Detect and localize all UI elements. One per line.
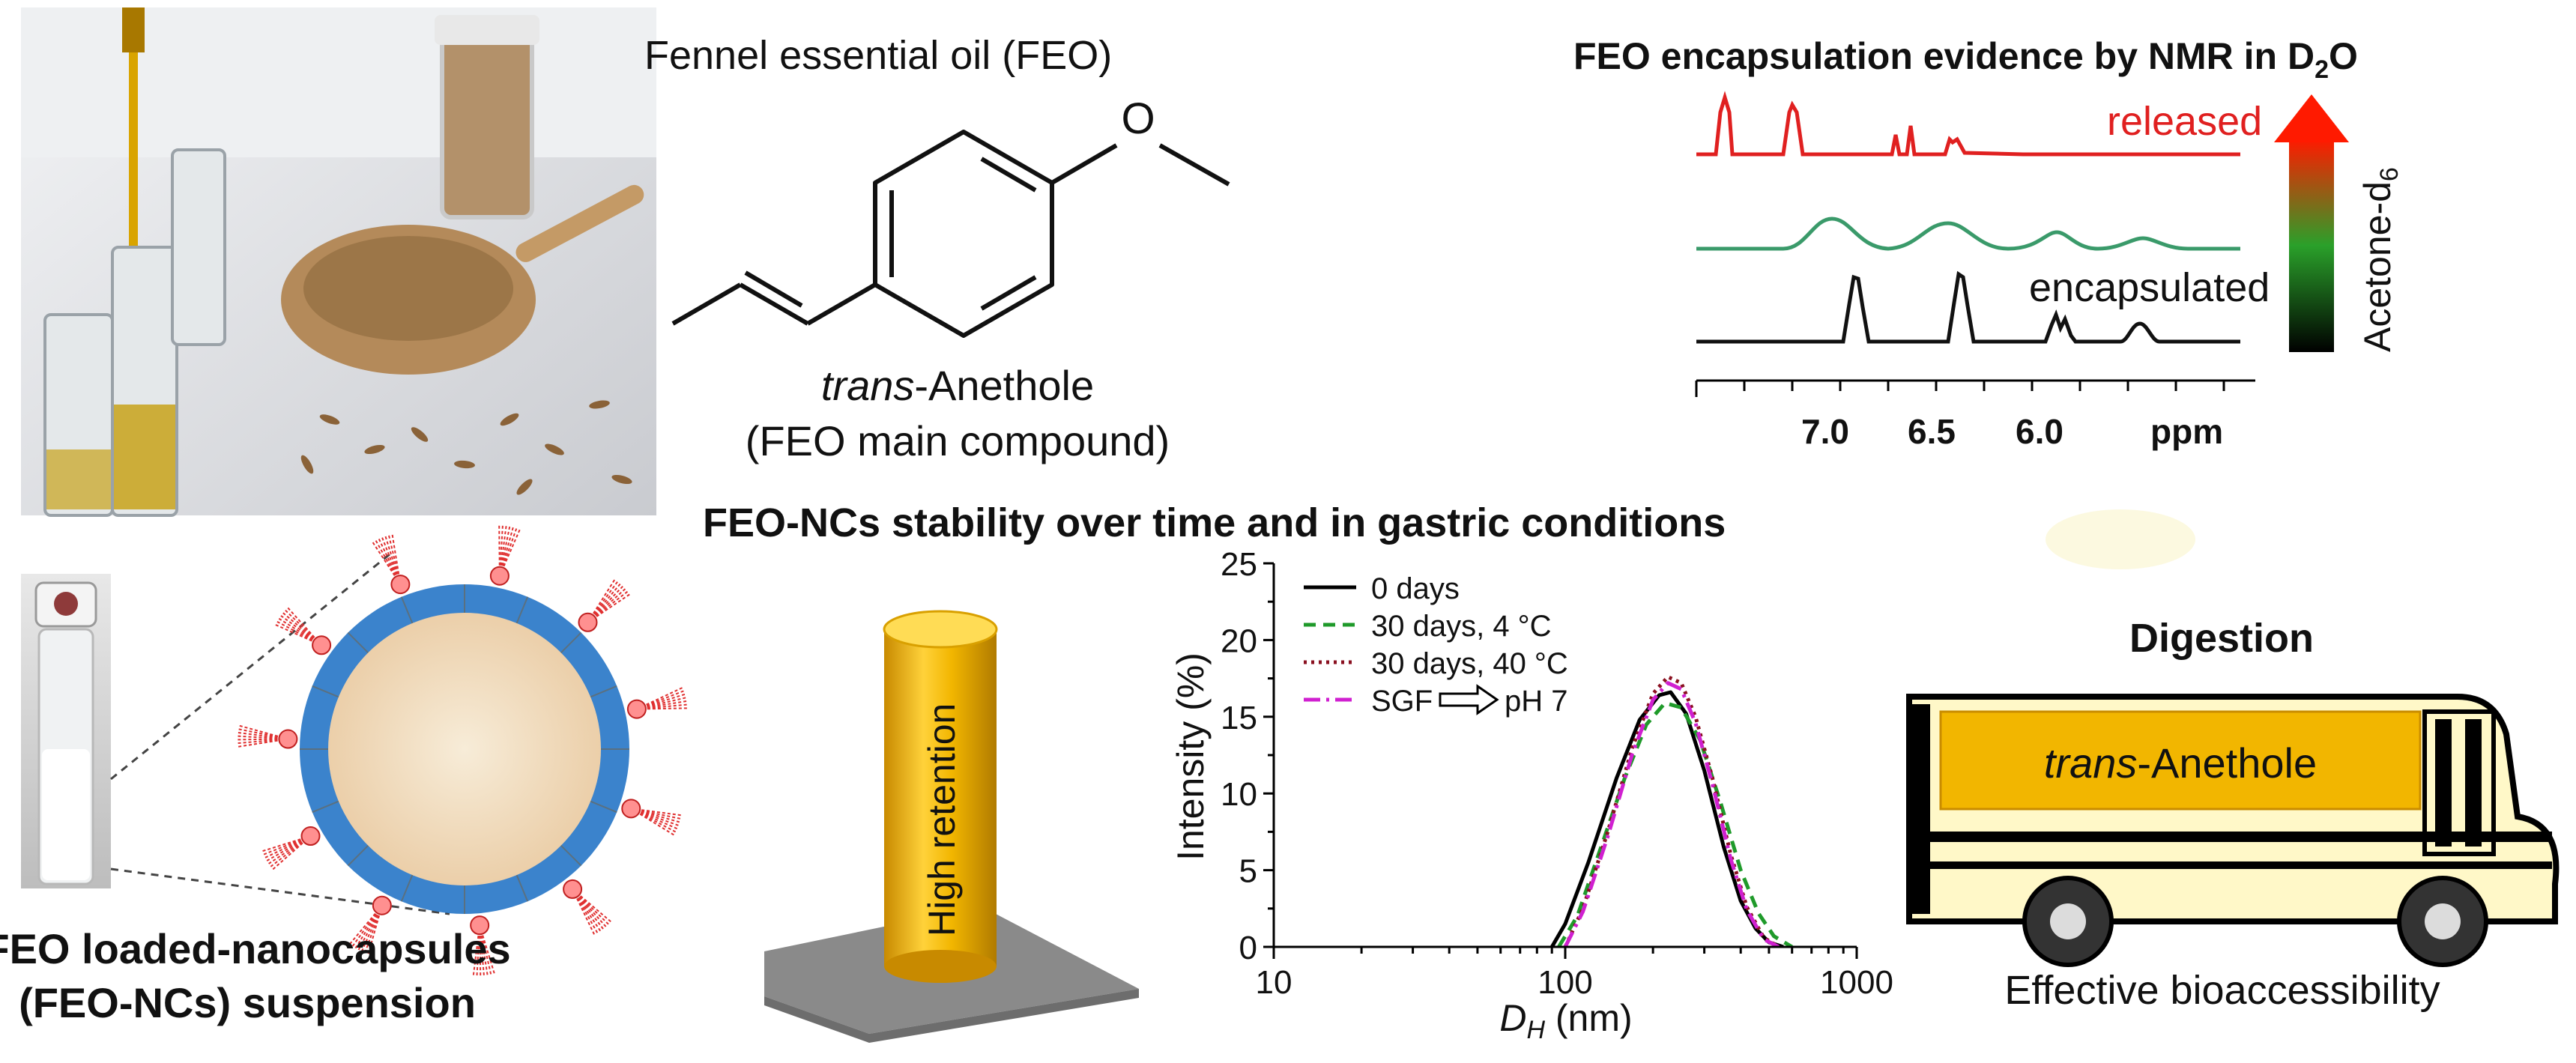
acetone-gradient-arrow (2289, 139, 2334, 352)
x-tick-label: 100 (1538, 964, 1592, 1001)
encapsulated-label: encapsulated (2029, 265, 2270, 310)
ligand (621, 799, 683, 837)
y-tick-label: 5 (1239, 853, 1257, 890)
fennel-oil-title: Fennel essential oil (FEO) (644, 33, 1112, 78)
zoom-dashed-lines (110, 553, 450, 915)
legend-label: SGF (1371, 685, 1433, 718)
ligand (563, 879, 614, 937)
ligand (470, 915, 496, 978)
school-bus (1906, 694, 2560, 967)
legend-label: 30 days, 4 °C (1371, 610, 1552, 643)
anethole-name: trans-Anethole (821, 362, 1094, 409)
shell-segments (300, 584, 629, 914)
nmr-title: FEO encapsulation evidence by NMR in D2O (1573, 35, 2358, 84)
retention-cylinder: High retention (764, 610, 1139, 1043)
ligand (578, 577, 632, 632)
main-compound-caption: (FEO main compound) (746, 417, 1170, 464)
x-axis-label: DH (nm) (1499, 997, 1632, 1044)
x-axis-ticks: 10 100 1000 (1256, 947, 1893, 1001)
dls-chart: 0 5 10 15 20 25 10 100 1000 Intensity (%) DH (n… (1170, 546, 1893, 1044)
high-retention-label: High retention (921, 703, 963, 936)
ligand (626, 685, 689, 719)
benzene-ring (873, 130, 1054, 338)
y-tick-label: 10 (1221, 776, 1257, 813)
ppm-tick-7.0: 7.0 (1801, 412, 1849, 451)
legend-label-suffix: pH 7 (1505, 685, 1568, 718)
nmr-spectrum-released (1696, 91, 2240, 157)
y-tick-label: 20 (1221, 623, 1257, 659)
series-line-1 (1557, 700, 1793, 947)
ppm-unit-label: ppm (2150, 412, 2223, 451)
y-tick-label: 15 (1221, 700, 1257, 736)
surface-ligands (235, 523, 689, 978)
x-tick-label: 10 (1256, 964, 1292, 1001)
x-tick-label: 1000 (1820, 964, 1893, 1001)
ligand (489, 523, 521, 586)
suspension-label-line2: (FEO-NCs) suspension (19, 979, 476, 1026)
legend-label: 30 days, 40 °C (1371, 647, 1568, 680)
digestion-section: Digestion trans-Anethole Effective bioac… (1906, 509, 2560, 1013)
y-axis-label: Intensity (%) (1170, 652, 1212, 861)
dls-plot-area (1550, 675, 1793, 947)
nmr-panel: FEO encapsulation evidence by NMR in D2O… (1573, 35, 2404, 451)
methoxy-oxygen-label: O (1121, 94, 1155, 143)
nanocapsule-drawing (235, 523, 689, 978)
legend-label: 0 days (1371, 572, 1460, 605)
ppm-tick-6.0: 6.0 (2016, 412, 2063, 451)
ligand (348, 895, 392, 957)
ligand (235, 724, 298, 749)
released-label: released (2107, 99, 2262, 144)
y-axis-ticks: 0 5 10 15 20 25 (1221, 546, 1274, 966)
digestion-title: Digestion (2129, 616, 2314, 661)
ligand (371, 532, 411, 595)
fennel-oil-photo (21, 7, 656, 517)
y-tick-label: 25 (1221, 546, 1257, 583)
legend-arrow-icon (1439, 684, 1499, 715)
ppm-tick-6.5: 6.5 (1908, 412, 1956, 451)
bus-anethole-label: trans-Anethole (2044, 739, 2317, 787)
ligand (273, 605, 332, 655)
nanocapsule-vial-photo (21, 574, 111, 888)
acetone-gradient-label: Acetone-d6 (2356, 167, 2404, 352)
ppm-minor-ticks (1695, 381, 2225, 397)
nmr-spectrum-intermediate (1696, 216, 2240, 251)
suspension-label-line1: FEO loaded-nanocapsules (0, 925, 511, 972)
nmr-spectrum-encapsulated (1696, 270, 2240, 344)
anethole-structure: Fennel essential oil (FEO) O trans-Aneth… (644, 33, 1230, 464)
series-line-3 (1563, 681, 1780, 947)
ligand (260, 826, 321, 872)
stability-title: FEO-NCs stability over time and in gastr… (703, 500, 1726, 545)
y-tick-label: 0 (1239, 930, 1257, 966)
bioaccessibility-caption: Effective bioaccessibility (2004, 968, 2440, 1013)
chart-legend: 0 days 30 days, 4 °C 30 days, 40 °C SGF pH 7 (1304, 572, 1568, 718)
